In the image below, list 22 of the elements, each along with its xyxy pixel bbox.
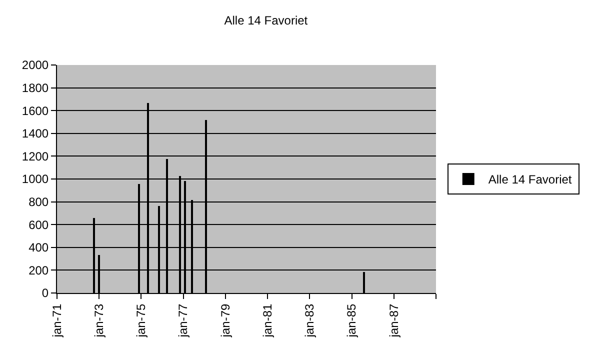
x-tick-label: jan-71: [50, 303, 64, 338]
legend-label: Alle 14 Favoriet: [488, 172, 572, 187]
x-tick-label: jan-79: [218, 303, 232, 338]
x-tick-label: jan-75: [134, 303, 148, 338]
y-tick-label: 200: [28, 263, 49, 278]
y-tick-label: 1200: [22, 149, 49, 164]
chart-title: Alle 14 Favoriet: [224, 14, 308, 28]
x-tick-label: jan-77: [176, 303, 190, 338]
y-tick-label: 600: [28, 218, 49, 232]
x-tick-label: jan-83: [302, 303, 317, 338]
x-tick-label: jan-81: [260, 303, 274, 338]
y-tick-label: 0: [42, 286, 49, 300]
y-tick-label: 1000: [22, 172, 49, 186]
y-tick-label: 800: [28, 195, 49, 209]
y-tick-label: 1600: [22, 104, 49, 118]
y-tick-label: 1800: [22, 81, 49, 95]
y-tick-label: 1400: [22, 126, 49, 141]
x-tick-label: jan-85: [344, 303, 359, 338]
y-tick-label: 2000: [22, 58, 49, 72]
x-tick-label: jan-73: [92, 303, 106, 338]
y-tick-label: 400: [28, 240, 49, 255]
x-tick-label: jan-87: [386, 303, 401, 338]
